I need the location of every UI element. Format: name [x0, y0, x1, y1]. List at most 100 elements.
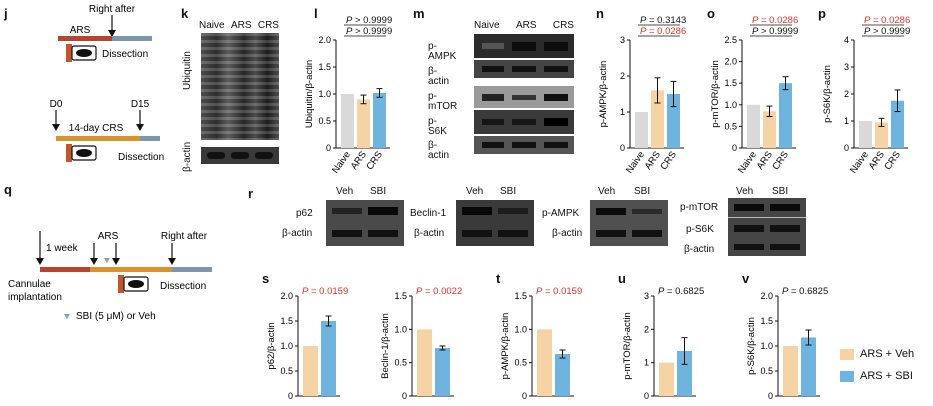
bar-crs [779, 83, 792, 148]
y-tick-label: 2 [620, 71, 625, 81]
blot-m-actin-1 [474, 60, 574, 78]
y-tick-label: 0 [768, 391, 773, 401]
legend-swatch-veh [840, 348, 854, 360]
blot-k-actin [201, 147, 279, 164]
y-axis-label: Ubiquitin/β-actin [304, 60, 315, 128]
row-label-ps6k: p-S6K [428, 116, 447, 137]
y-tick-label: 1 [844, 116, 849, 126]
bar-ars [651, 90, 664, 148]
x-tick-label: CRS [770, 149, 791, 172]
arrow-head [52, 124, 60, 131]
veh-label: Veh [736, 186, 754, 197]
x-tick-label: ARS [755, 149, 775, 171]
veh-label: Veh [598, 186, 616, 197]
veh-label: Veh [466, 186, 484, 197]
syringe-icon [66, 144, 72, 162]
bar-ars [763, 111, 776, 148]
y-tick-label: 0.5 [394, 358, 407, 368]
stat-label: P = 0.0286 [864, 15, 910, 26]
y-tick-label: 0.5 [318, 116, 331, 126]
arrow-head [112, 258, 120, 265]
blot-r: Veh SBI p62 β-actin Veh SBI Beclin-1 β-a… [264, 186, 924, 256]
chart-u: 0 1 2 3 p-mTOR/β-actin P = 0.6825 [622, 286, 704, 401]
stat-label: P = 0.0159 [536, 286, 582, 297]
panel-label-j: j [4, 6, 8, 21]
y-tick-label: 0 [326, 143, 331, 153]
bar-ars [357, 99, 370, 148]
ars-bar-q [90, 267, 172, 272]
x-tick-label: CRS [882, 149, 903, 172]
y-tick-label: 1.5 [318, 62, 331, 72]
sbi-label: SBI [370, 186, 387, 197]
y-tick-label: 1.0 [280, 341, 293, 351]
blot-r-p62 [326, 200, 404, 246]
ars-bar [58, 36, 112, 41]
stat-label: P = 0.0286 [752, 15, 798, 26]
cannulae-label: Cannulae [8, 279, 51, 290]
legend-label-veh: ARS + Veh [860, 348, 915, 360]
crs-bar [56, 136, 140, 141]
y-tick-label: 1 [644, 358, 649, 368]
y-tick-label: 2.0 [318, 35, 331, 45]
blot-m-pampk [474, 34, 574, 58]
stat-label: P > 0.9999 [346, 26, 392, 37]
y-tick-label: 2.0 [724, 57, 737, 67]
y-tick-label: 2 [844, 89, 849, 99]
y-tick-label: 1.0 [318, 89, 331, 99]
row-label-pampk: p-AMPK [542, 208, 580, 219]
bar-crs [891, 100, 904, 148]
dissection-label-1: Dissection [102, 49, 148, 60]
stat-label: P > 0.9999 [864, 26, 910, 37]
blot-r-pampk [590, 200, 668, 246]
post-bar-q [172, 267, 212, 272]
lane-crs: CRS [552, 20, 574, 31]
mouse-icon [128, 280, 144, 288]
blot-r-beclin1 [456, 200, 534, 246]
y-tick-label: 3 [844, 62, 849, 72]
row-label-pampk: p-AMPK [428, 41, 457, 62]
bar-ars-veh [303, 346, 318, 396]
chart-s: 0 0.5 1.0 1.5 2.0 p62/β-actin P = 0.0159 [266, 286, 348, 401]
blot-k-label-ubiquitin: Ubiquitin [182, 51, 193, 90]
blot-m-actin-2 [474, 136, 574, 154]
mouse-icon [76, 149, 92, 157]
panel-label-n: n [596, 6, 604, 21]
row-label-beclin1: Beclin-1 [410, 208, 447, 219]
legend-item-veh: ARS + Veh [840, 348, 914, 360]
arrow-head [36, 258, 44, 265]
y-tick-label: 0 [288, 391, 293, 401]
panel-label-m: m [413, 6, 425, 21]
y-axis-label: Beclin-1/β-actin [380, 313, 391, 379]
x-tick-label: CRS [364, 149, 385, 172]
bar-ars-sbi [801, 337, 816, 396]
crs-label: 14-day CRS [69, 123, 124, 134]
y-tick-label: 1.0 [760, 341, 773, 351]
arrow-head [90, 258, 98, 265]
x-tick-label: Naive [624, 149, 647, 175]
y-tick-label: 2.0 [280, 291, 293, 301]
y-tick-label: 1.5 [394, 291, 407, 301]
stat-label: P = 0.0159 [302, 286, 348, 297]
x-tick-label: ARS [349, 149, 369, 171]
x-tick-label: ARS [643, 149, 663, 171]
y-tick-label: 0 [522, 391, 527, 401]
blot-m-lanes: Naive ARS CRS [474, 20, 574, 31]
blot-m-ps6k [474, 110, 574, 134]
scheme-q: 1 week ARS Right after Cannulae implanta… [8, 231, 212, 322]
x-tick-label: Naive [330, 149, 353, 175]
bar-naive [859, 121, 872, 148]
y-tick-label: 2.5 [724, 35, 737, 45]
chart-v: 0 0.5 1.0 1.5 2.0 p-S6K/β-actin P = 0.6825 [746, 286, 828, 401]
row-label-actin: β-actin [684, 244, 715, 255]
sbi-legend-icon [64, 314, 70, 319]
panel-label-o: o [707, 6, 715, 21]
stat-label: P = 0.6825 [782, 286, 828, 297]
bar-ars [875, 122, 888, 148]
implantation-label: implantation [8, 292, 62, 303]
y-tick-label: 0.5 [760, 366, 773, 376]
bar-naive [341, 94, 354, 148]
panel-label-v: v [742, 271, 750, 286]
y-tick-label: 2.0 [760, 291, 773, 301]
blot-k-label-actin: β-actin [182, 141, 193, 172]
